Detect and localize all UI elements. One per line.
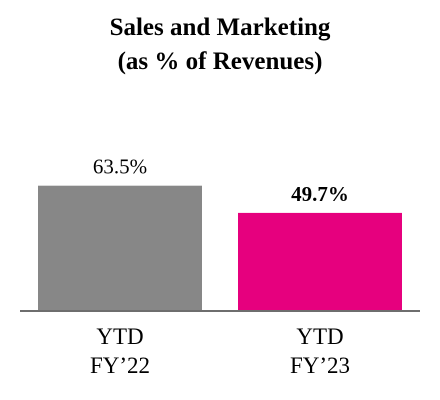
chart-title-line-2: (as % of Revenues) [117,48,323,75]
data-label-2: 49.7% [291,182,349,206]
x-tick-label-1-line-1: YTD [96,324,143,349]
x-tick-label-2-line-1: YTD [296,324,343,349]
bar-2 [238,212,402,311]
x-tick-label-2-line-2: FY’23 [290,353,350,378]
data-label-1: 63.5% [93,155,147,179]
bar-1 [38,185,202,311]
x-tick-label-1-line-2: FY’22 [90,353,150,378]
chart-title-line-1: Sales and Marketing [109,14,331,41]
